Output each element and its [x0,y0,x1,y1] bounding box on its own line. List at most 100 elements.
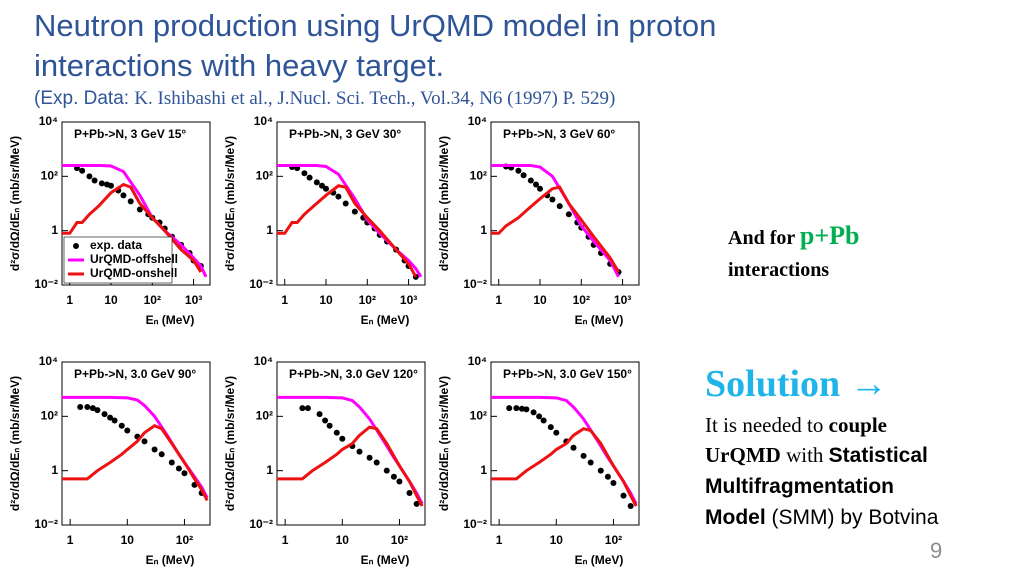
subtitle-part: (Exp. Data: [34,88,135,109]
x-tick-label: 1 [495,293,502,307]
x-tick-label: 10³ [614,293,631,307]
solution-body: It is needed to couple UrQMD with Statist… [705,410,1005,533]
y-tick-label: 10² [470,409,487,423]
x-tick-label: 10 [121,533,135,547]
data-point [111,417,118,424]
y-tick-label: 1 [51,223,58,237]
data-point [390,473,397,480]
model-line [62,182,203,273]
data-point [565,211,572,218]
data-point [356,448,363,455]
data-point [339,435,346,442]
model-line [491,164,620,278]
y-tick-label: 10² [41,169,58,183]
data-point [537,185,544,192]
data-point [366,454,373,461]
x-tick-label: 10² [573,293,590,307]
data-point [299,405,306,412]
model-line [277,184,418,278]
data-point [523,406,530,413]
data-point [306,174,313,181]
x-tick-label: 1 [281,293,288,307]
title-box [499,366,631,382]
legend-label: UrQMD-onshell [90,266,177,280]
y-tick-label: 10⁴ [468,354,487,368]
data-point [323,185,330,192]
data-point [620,492,627,499]
data-point [513,405,520,412]
data-point [396,478,403,485]
x-tick-label: 10² [144,293,161,307]
text: Model [705,506,766,529]
data-point [301,170,308,177]
data-point [304,405,311,412]
title-line: interactions with heavy target. [34,48,445,83]
title-line: Neutron production using UrQMD model in … [34,8,717,43]
legend-label: exp. data [90,238,142,252]
x-axis-label: Eₙ (MeV) [361,313,410,327]
plot-data [491,163,622,278]
x-tick-label: 10 [550,533,564,547]
x-tick-label: 10³ [400,293,417,307]
data-point [547,424,554,431]
title-box [70,126,202,142]
model-line [491,427,638,507]
data-point [89,405,96,412]
data-point [98,180,105,187]
data-point [107,414,114,421]
y-tick-label: 10⁻² [249,277,273,291]
y-axis-label: d²σ/dΩ/dEₙ (mb/sr/MeV) [8,376,22,511]
plot-data [277,164,423,280]
chart-title: P+Pb->N, 3 GeV 60° [503,127,615,141]
chart-title: P+Pb->N, 3.0 GeV 120° [289,367,418,381]
note: And for p+Pb interactions [728,220,860,286]
model-line [491,185,620,273]
y-tick-label: 1 [51,463,58,477]
y-tick-label: 10⁴ [254,354,273,368]
y-tick-label: 10⁴ [468,114,487,128]
data-point [322,417,329,424]
data-point [84,404,91,411]
data-point [335,193,342,200]
plot-data [62,164,208,278]
solution: Solution → It is needed to couple UrQMD w… [705,362,1005,533]
data-point [549,196,556,203]
chart-title: P+Pb->N, 3.0 GeV 150° [503,367,632,381]
model-line [62,424,209,502]
x-tick-label: 1 [67,533,74,547]
chart-title: P+Pb->N, 3.0 GeV 90° [74,367,196,381]
page-number: 9 [930,538,943,563]
data-point [120,192,127,199]
title-box [499,126,631,142]
data-point [151,446,158,453]
title-box [70,366,202,382]
data-point [141,438,148,445]
title-box [285,126,417,142]
y-tick-label: 10⁻² [249,517,273,531]
data-point [316,411,323,418]
data-point [520,172,527,179]
data-point [627,503,634,510]
data-point [351,208,358,215]
data-point [313,179,320,186]
title-box [285,366,417,382]
x-tick-label: 10 [319,293,333,307]
y-tick-label: 10⁴ [39,114,58,128]
y-tick-label: 10² [256,409,273,423]
x-tick-label: 10² [176,533,193,547]
x-axis-label: Eₙ (MeV) [146,313,195,327]
solution-heading: Solution → [705,363,888,405]
data-point [373,459,380,466]
x-tick-label: 10 [104,293,118,307]
data-point [556,203,563,210]
x-tick-label: 1 [496,533,503,547]
x-tick-label: 10² [391,533,408,547]
y-tick-label: 10⁴ [39,354,58,368]
y-tick-label: 1 [266,463,273,477]
data-point [530,409,537,416]
note-text: interactions [728,259,830,281]
chart-title: P+Pb->N, 3 GeV 15° [74,127,186,141]
data-point [79,167,86,174]
chart-title: P+Pb->N, 3 GeV 30° [289,127,401,141]
